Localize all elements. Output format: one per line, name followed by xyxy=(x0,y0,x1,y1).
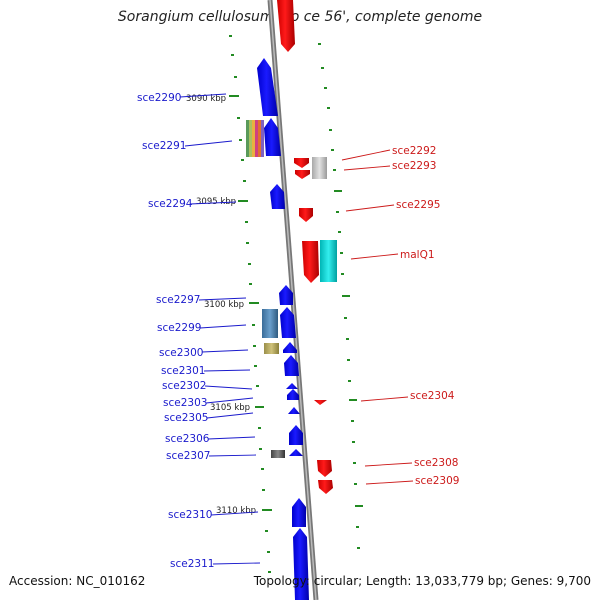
gene-malQ1-arrow[interactable] xyxy=(302,241,319,283)
gene-sce2304-arrow[interactable] xyxy=(314,400,327,405)
gene-label-sce2306[interactable]: sce2306 xyxy=(165,433,210,445)
gene-sce2294-arrow[interactable] xyxy=(270,184,285,209)
gene-label-sce2300[interactable]: sce2300 xyxy=(159,347,203,359)
gene-sce2299-block[interactable] xyxy=(262,309,278,338)
gene-top-red-arrow[interactable] xyxy=(277,0,295,52)
gene-label-sce2292[interactable]: sce2292 xyxy=(392,145,436,157)
gene-label-sce2305[interactable]: sce2305 xyxy=(164,412,208,424)
gene-sce2291-arrow[interactable] xyxy=(264,118,281,156)
gene-label-sce2308[interactable]: sce2308 xyxy=(414,457,458,469)
gene-sce2300-block[interactable] xyxy=(264,343,279,354)
genome-summary-text: Topology: circular; Length: 13,033,779 b… xyxy=(253,574,591,588)
gene-label-sce2307[interactable]: sce2307 xyxy=(166,450,210,462)
gene-sce2311-arrow[interactable] xyxy=(293,528,309,600)
scale-label: 3105 kbp xyxy=(210,403,250,413)
gene-label-sce2301[interactable]: sce2301 xyxy=(161,365,205,377)
left-leader-lines xyxy=(179,93,261,565)
gene-sce2309-arrow[interactable] xyxy=(318,480,333,494)
gene-label-sce2311[interactable]: sce2311 xyxy=(170,558,214,570)
right-leader-lines xyxy=(341,149,414,485)
left-gene-labels: sce2290 sce2291 sce2294 sce2297 sce2299 … xyxy=(137,92,214,570)
accession-text: Accession: NC_010162 xyxy=(9,574,146,588)
gene-sce2293-block[interactable] xyxy=(312,157,327,179)
gene-malQ1-block[interactable] xyxy=(320,240,337,282)
gene-sce2297-arrow[interactable] xyxy=(279,285,293,305)
right-gene-labels: sce2292 sce2293 sce2295 malQ1 sce2304 sc… xyxy=(392,145,459,487)
gene-sce2301-arrow[interactable] xyxy=(284,355,299,376)
scale-label: 3095 kbp xyxy=(196,197,236,207)
gene-label-sce2310[interactable]: sce2310 xyxy=(168,509,212,521)
gene-label-sce2295[interactable]: sce2295 xyxy=(396,199,440,211)
reverse-genes xyxy=(277,0,337,494)
gene-sce2290-arrow[interactable] xyxy=(257,58,278,116)
gene-label-sce2291[interactable]: sce2291 xyxy=(142,140,186,152)
gene-sce2293-arrow[interactable] xyxy=(295,170,310,179)
scale-label: 3100 kbp xyxy=(204,300,244,310)
gene-sce2310-arrow[interactable] xyxy=(292,498,306,527)
gene-sce2307-block[interactable] xyxy=(271,450,285,458)
gene-label-sce2304[interactable]: sce2304 xyxy=(410,390,455,402)
gene-sce2292-arrow[interactable] xyxy=(294,158,309,168)
gene-label-sce2302[interactable]: sce2302 xyxy=(162,380,206,392)
scale-labels: 3090 kbp 3095 kbp 3100 kbp 3105 kbp 3110… xyxy=(186,94,256,516)
gene-sce2308-arrow[interactable] xyxy=(317,460,332,477)
gene-sce2305-arrow[interactable] xyxy=(288,407,300,414)
gene-sce2299-arrow[interactable] xyxy=(280,307,296,338)
gene-sce2295-arrow[interactable] xyxy=(299,208,313,222)
gene-sce2306-arrow[interactable] xyxy=(289,425,303,445)
gene-label-sce2294[interactable]: sce2294 xyxy=(148,198,193,210)
gene-sce2307-arrow[interactable] xyxy=(289,449,303,456)
gene-label-sce2290[interactable]: sce2290 xyxy=(137,92,181,104)
scale-label: 3110 kbp xyxy=(216,506,256,516)
scale-ticks xyxy=(229,35,363,573)
forward-genes xyxy=(246,58,309,600)
gene-label-sce2293[interactable]: sce2293 xyxy=(392,160,436,172)
gene-sce2303-arrow[interactable] xyxy=(287,389,299,400)
gene-sce2300-arrow[interactable] xyxy=(283,342,297,353)
map-title: Sorangium cellulosum 'So ce 56', complet… xyxy=(117,9,483,25)
gene-label-sce2297[interactable]: sce2297 xyxy=(156,294,200,306)
gene-label-sce2309[interactable]: sce2309 xyxy=(415,475,459,487)
gene-sce2302-arrow[interactable] xyxy=(286,383,298,389)
gene-label-malQ1[interactable]: malQ1 xyxy=(400,249,435,261)
gene-label-sce2299[interactable]: sce2299 xyxy=(157,322,201,334)
gene-sce2291-colored-block[interactable] xyxy=(246,120,264,157)
gene-label-sce2303[interactable]: sce2303 xyxy=(163,397,207,409)
scale-label: 3090 kbp xyxy=(186,94,226,104)
